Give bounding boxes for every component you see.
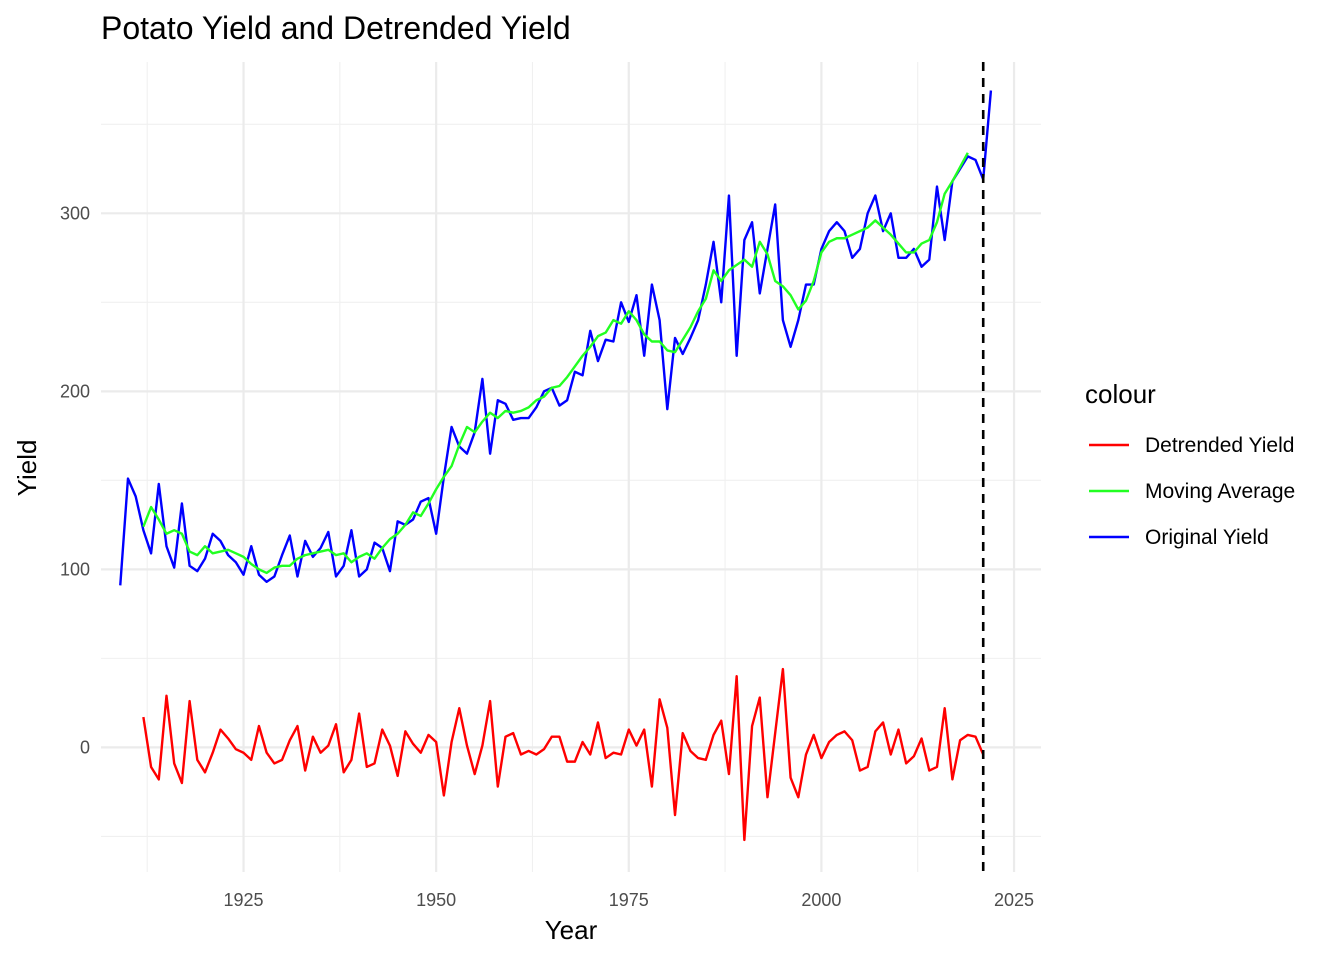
legend-label-original-yield: Original Yield: [1145, 526, 1269, 549]
y-axis-title: Yield: [12, 440, 42, 497]
y-tick-label: 0: [80, 737, 90, 757]
series-line-detrended-yield: [142, 667, 985, 842]
series-line-moving-average: [142, 152, 969, 575]
y-tick-labels: 0 100 200 300: [60, 203, 90, 757]
series-layer: [119, 90, 993, 842]
y-tick-label: 200: [60, 381, 90, 401]
y-tick-label: 100: [60, 559, 90, 579]
x-tick-label: 1975: [609, 890, 649, 910]
x-tick-label: 2025: [994, 890, 1034, 910]
legend-items: Detrended Yield Moving Average Original Yi…: [1089, 434, 1295, 549]
legend-label-detrended-yield: Detrended Yield: [1145, 434, 1294, 457]
series-line-original-yield: [119, 90, 993, 586]
legend-title: colour: [1085, 379, 1156, 409]
x-tick-labels: 1925 1950 1975 2000 2025: [224, 890, 1035, 910]
x-tick-label: 1925: [224, 890, 264, 910]
y-tick-label: 300: [60, 203, 90, 223]
legend-label-moving-average: Moving Average: [1145, 480, 1295, 503]
x-axis-title: Year: [545, 915, 598, 945]
grid: [101, 62, 1041, 872]
legend: colour Detrended Yield Moving Average Orig…: [1085, 379, 1295, 549]
x-tick-label: 2000: [801, 890, 841, 910]
chart-title: Potato Yield and Detrended Yield: [101, 10, 571, 46]
x-tick-label: 1950: [416, 890, 456, 910]
